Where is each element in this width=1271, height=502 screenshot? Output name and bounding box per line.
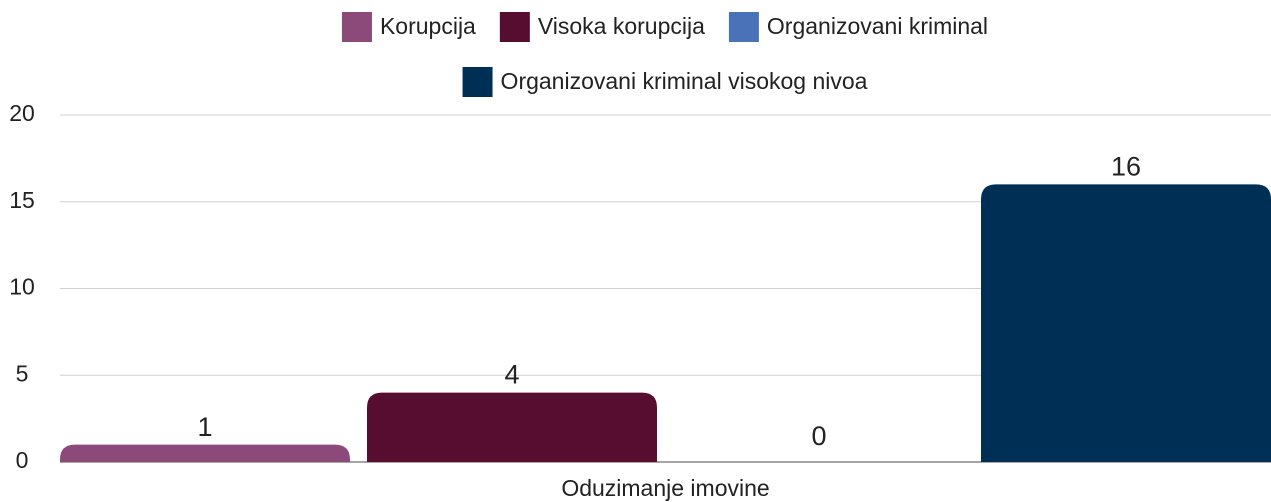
legend-swatch (499, 12, 530, 42)
legend-swatch (341, 12, 372, 42)
bar (367, 392, 657, 462)
y-tick-label: 15 (9, 187, 35, 213)
legend-item: Korupcija (341, 12, 476, 42)
legend-item: Organizovani kriminal (728, 12, 988, 42)
bar (981, 184, 1271, 462)
legend-item: Visoka korupcija (499, 12, 705, 42)
legend-swatch (728, 12, 759, 42)
data-label: 0 (811, 421, 826, 451)
data-label: 4 (504, 360, 519, 390)
legend-swatch (462, 67, 493, 97)
x-tick-label: Oduzimanje imovine (561, 475, 769, 501)
legend-label: Korupcija (380, 13, 476, 39)
legend-item: Organizovani kriminal visokog nivoa (462, 67, 868, 97)
bar (60, 444, 350, 462)
y-tick-label: 5 (16, 360, 29, 386)
legend-label: Visoka korupcija (538, 13, 705, 39)
y-tick-label: 20 (9, 100, 35, 126)
y-tick-label: 10 (9, 274, 35, 300)
data-label: 16 (1111, 152, 1141, 182)
legend-label: Organizovani kriminal visokog nivoa (501, 68, 868, 94)
data-label: 1 (197, 412, 212, 442)
y-tick-label: 0 (16, 447, 29, 473)
legend-label: Organizovani kriminal (767, 13, 988, 39)
